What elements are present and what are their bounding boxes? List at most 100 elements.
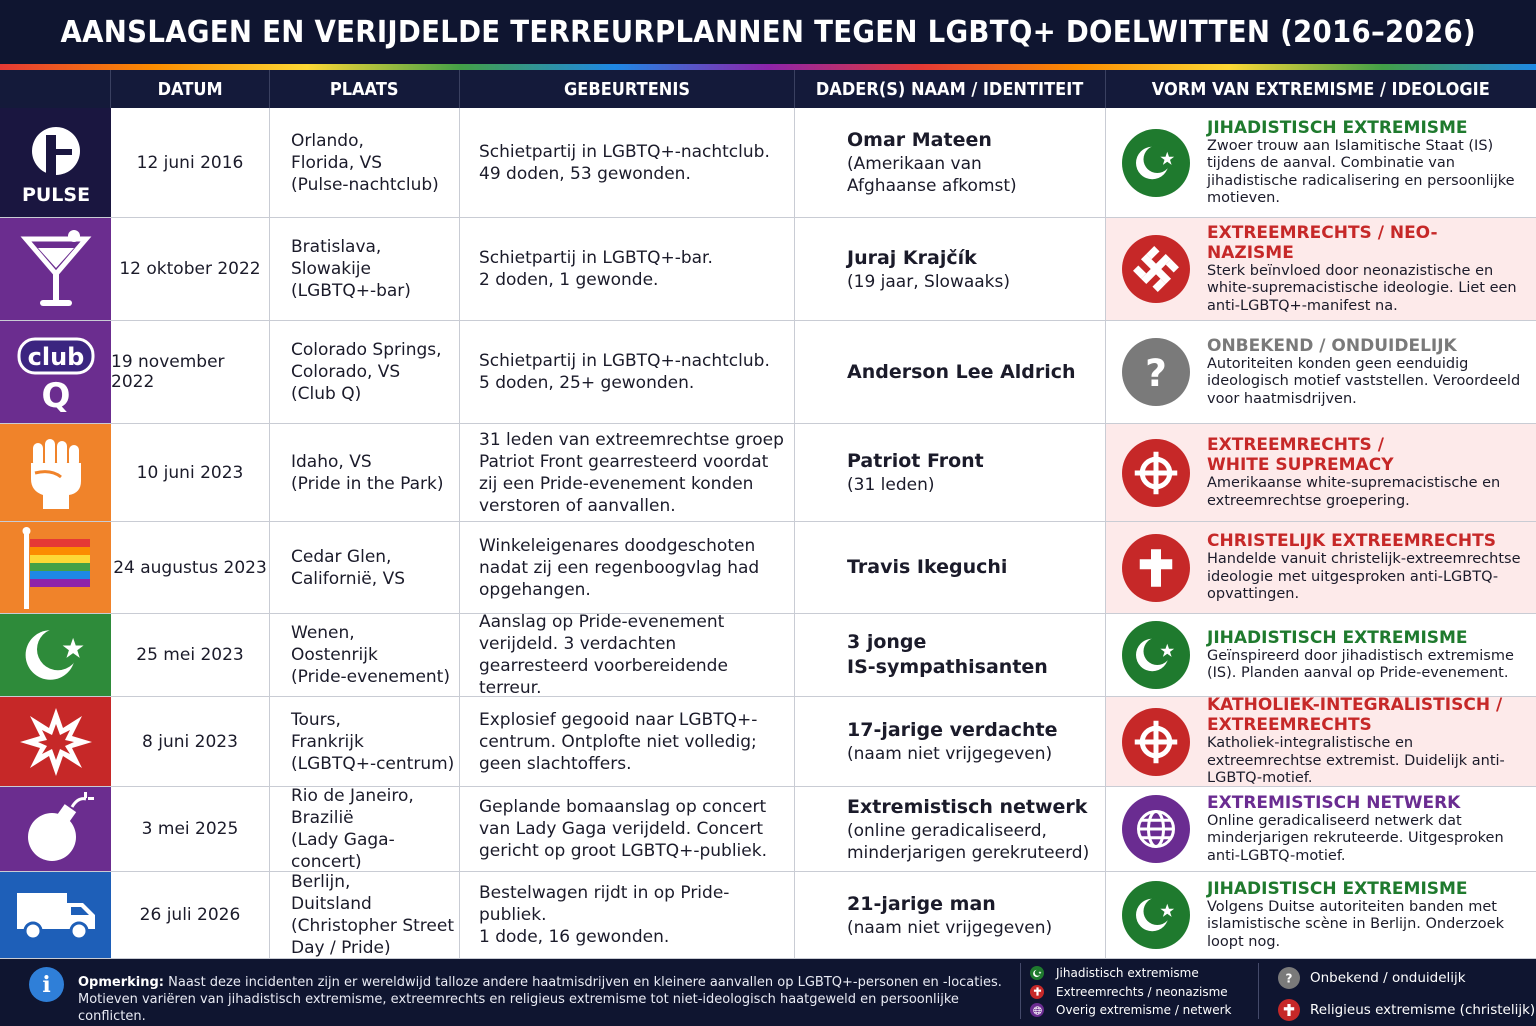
perpetrator: 3 jonge IS-sympathisanten: [795, 614, 1106, 696]
event-place: Wenen, Oostenrijk (Pride-evenement): [270, 614, 460, 696]
ideology-title: EXTREMISTISCH NETWERK: [1207, 792, 1461, 813]
table-row: 12 oktober 2022 Bratislava, Slowakije (L…: [0, 218, 1536, 321]
event-description: Schietpartij in LGBTQ+-nachtclub. 49 dod…: [460, 108, 795, 217]
page-title: AANSLAGEN EN VERIJDELDE TERREURPLANNEN T…: [60, 14, 1476, 50]
ideology-title: EXTREEMRECHTS / NEO-NAZISME: [1207, 222, 1438, 263]
perpetrator-name: Extremistisch netwerk: [847, 795, 1088, 818]
ideology-title: JIHADISTISCH EXTREMISME: [1207, 878, 1468, 899]
perpetrator-detail: (naam niet vrijgegeven): [847, 744, 1053, 764]
legend-label: Jihadistisch extremisme: [1056, 966, 1199, 981]
event-date: 19 november 2022: [111, 321, 270, 423]
event-place: Orlando, Florida, VS (Pulse-nachtclub): [270, 108, 460, 217]
event-description: Winkeleigenares doodgeschoten nadat zij …: [460, 522, 795, 613]
event-description: Aanslag op Pride-evenement verijdeld. 3 …: [460, 612, 795, 698]
event-description: Geplande bomaanslag op concert van Lady …: [460, 787, 795, 871]
header-place: PLAATS: [270, 70, 460, 108]
table-row: club Q 19 november 2022 Colorado Springs,…: [0, 321, 1536, 424]
event-place: Berlijn, Duitsland (Christopher Street D…: [270, 872, 460, 958]
celtic-cross-icon: [1122, 438, 1190, 507]
ideology-description: Autoriteiten konden geen eenduidig ideol…: [1207, 355, 1521, 407]
raised-fist-icon: [0, 424, 111, 521]
ideology-description: Volgens Duitse autoriteiten banden met i…: [1207, 898, 1504, 950]
svg-text:?: ?: [1286, 971, 1293, 985]
ideology-description: Sterk beïnvloed door neonazistische en w…: [1207, 262, 1517, 314]
footer-note: Opmerking: Naast deze incidenten zijn er…: [78, 975, 1002, 1024]
ideology-title: EXTREEMRECHTS / WHITE SUPREMACY: [1207, 435, 1394, 475]
crescent-star-icon: [1122, 621, 1190, 689]
event-description: 31 leden van extreemrechtse groep Patrio…: [460, 424, 795, 521]
cross-icon: [1030, 984, 1044, 999]
question-mark-icon: ?: [1278, 967, 1300, 989]
perpetrator: Patriot Front (31 leden): [795, 424, 1106, 521]
perpetrator-detail: (naam niet vrijgegeven): [847, 917, 1053, 938]
legend-item: Extreemrechts / neonazisme: [1030, 983, 1231, 1002]
event-date: 12 oktober 2022: [111, 218, 270, 320]
crescent-star-icon: [0, 614, 111, 696]
legend-label: Religieus extremisme (christelijk): [1310, 1002, 1536, 1018]
table-row: 25 mei 2023 Wenen, Oostenrijk (Pride-eve…: [0, 612, 1536, 698]
event-date: 26 juli 2026: [111, 872, 270, 958]
perpetrator-name: 17-jarige verdachte: [847, 719, 1058, 741]
ideology: EXTREEMRECHTS / NEO-NAZISME Sterk beïnvl…: [1106, 218, 1536, 320]
perpetrator-name: Juraj Krajčík: [847, 246, 977, 269]
rainbow-divider: [0, 64, 1536, 70]
perpetrator: Anderson Lee Aldrich: [795, 321, 1106, 423]
legend-item: Jihadistisch extremisme: [1030, 964, 1231, 983]
event-date: 25 mei 2023: [111, 614, 270, 696]
ideology: EXTREEMRECHTS / WHITE SUPREMACY Amerikaa…: [1106, 424, 1536, 521]
event-date: 8 juni 2023: [111, 697, 270, 786]
christian-cross-icon: [1122, 533, 1190, 602]
header-event: GEBEURTENIS: [460, 70, 795, 108]
perpetrator-detail: (online geradicaliseerd, minderjarigen g…: [847, 820, 1090, 863]
perpetrator-detail: (31 leden): [847, 475, 935, 495]
ideology: ? ONBEKEND / ONDUIDELIJK Autoriteiten ko…: [1106, 321, 1536, 423]
ideology-description: Online geradicaliseerd netwerk dat minde…: [1207, 812, 1504, 864]
perpetrator-name: 21-jarige man: [847, 892, 996, 915]
celtic-cross-icon: [1122, 707, 1190, 776]
swastika-icon: [1122, 235, 1190, 303]
title-bar: AANSLAGEN EN VERIJDELDE TERREURPLANNEN T…: [0, 0, 1536, 64]
ideology-description: Katholiek-integralistische en extreemrec…: [1207, 735, 1505, 787]
perpetrator: 17-jarige verdachte (naam niet vrijgegev…: [795, 697, 1106, 786]
perpetrator-name: Travis Ikeguchi: [847, 556, 1008, 578]
table-row: PULSE 12 juni 2016 Orlando, Florida, VS …: [0, 108, 1536, 218]
legend-right: ? Onbekend / onduidelijk Religieus extremi…: [1278, 962, 1535, 1026]
cocktail-glass-icon: [0, 218, 111, 320]
pulse-logo-icon: PULSE: [0, 108, 111, 217]
perpetrator: Extremistisch netwerk (online geradicali…: [795, 787, 1106, 871]
perpetrator-name: 3 jonge IS-sympathisanten: [847, 631, 1048, 678]
legend-label: Onbekend / onduidelijk: [1310, 970, 1466, 986]
rainbow-flag-icon: [0, 522, 111, 613]
event-place: Colorado Springs, Colorado, VS (Club Q): [270, 321, 460, 423]
globe-icon: [1030, 1003, 1044, 1018]
legend-item: Religieus extremisme (christelijk): [1278, 994, 1535, 1026]
perpetrator: Omar Mateen (Amerikaan van Afghaanse afk…: [795, 108, 1106, 217]
event-place: Idaho, VS (Pride in the Park): [270, 424, 460, 521]
event-date: 10 juni 2023: [111, 424, 270, 521]
ideology: JIHADISTISCH EXTREMISME Zwoer trouw aan …: [1106, 108, 1536, 217]
perpetrator-detail: (Amerikaan van Afghaanse afkomst): [847, 154, 1017, 196]
event-description: Schietpartij in LGBTQ+-nachtclub. 5 dode…: [460, 321, 795, 423]
perpetrator: Travis Ikeguchi: [795, 522, 1106, 613]
legend-left: Jihadistisch extremisme Extreemrechts / n…: [1030, 964, 1231, 1020]
legend-item: ? Onbekend / onduidelijk: [1278, 962, 1535, 994]
ideology: CHRISTELIJK EXTREEMRECHTS Handelde vanui…: [1106, 522, 1536, 613]
ideology: EXTREMISTISCH NETWERK Online geradicalis…: [1106, 787, 1536, 871]
christian-cross-icon: [1278, 999, 1300, 1021]
table-header: DATUM PLAATS GEBEURTENIS DADER(S) NAAM /…: [0, 70, 1536, 108]
perpetrator: Juraj Krajčík (19 jaar, Slowaaks): [795, 218, 1106, 320]
event-description: Schietpartij in LGBTQ+-bar. 2 doden, 1 g…: [460, 218, 795, 320]
perpetrator: 21-jarige man (naam niet vrijgegeven): [795, 872, 1106, 958]
event-date: 24 augustus 2023: [111, 522, 270, 613]
legend-item: Overig extremisme / netwerk: [1030, 1001, 1231, 1020]
event-place: Tours, Frankrijk (LGBTQ+-centrum): [270, 697, 460, 786]
perpetrator-name: Omar Mateen: [847, 129, 992, 151]
ideology-description: Amerikaanse white-supremacistische en ex…: [1207, 475, 1501, 509]
perpetrator-name: Patriot Front: [847, 450, 984, 472]
table-row: 8 juni 2023 Tours, Frankrijk (LGBTQ+-cen…: [0, 695, 1536, 787]
ideology-title: ONBEKEND / ONDUIDELIJK: [1207, 335, 1457, 356]
event-date: 3 mei 2025: [111, 787, 270, 871]
ideology: JIHADISTISCH EXTREMISME Geïnspireerd doo…: [1106, 614, 1536, 696]
event-description: Explosief gegooid naar LGBTQ+-centrum. O…: [460, 697, 795, 786]
header-icon-column: [0, 70, 111, 108]
